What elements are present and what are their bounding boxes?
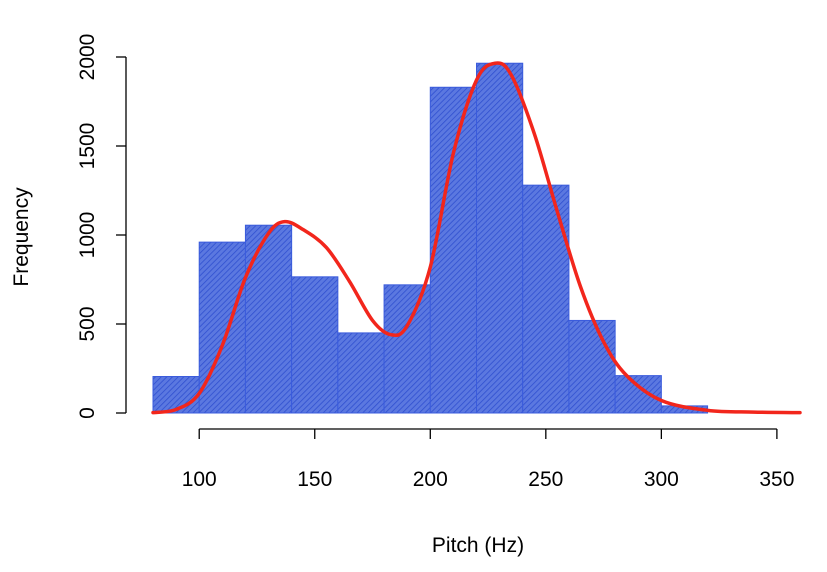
histogram-bar-240-260 [522,184,570,414]
histogram-bar-280-300 [614,375,662,414]
y-tick-label: 500 [76,306,99,341]
y-tick-label: 0 [76,407,99,419]
x-tick-label: 100 [182,468,217,491]
x-tick-label: 250 [528,468,563,491]
histogram-bar-180-200 [383,284,431,414]
histogram-bar-120-140 [244,224,293,414]
histogram-bars [152,62,709,414]
density-curve [151,61,802,415]
histogram-bar-260-280 [568,319,616,414]
y-tick-label: 1000 [76,212,99,259]
histogram-bar-80-100 [152,376,200,414]
x-tick-label: 350 [759,468,794,491]
y-axis: 0 500 1000 1500 2000 [76,34,127,419]
x-tick-label: 200 [413,468,448,491]
histogram-bar-160-180 [337,332,385,414]
x-tick-label: 300 [644,468,679,491]
y-tick-label: 2000 [76,34,99,81]
histogram-bar-200-220 [429,86,477,414]
y-tick-label: 1500 [76,123,99,170]
x-axis: 100 150 200 250 300 350 [182,428,794,491]
x-axis-label: Pitch (Hz) [432,534,524,557]
histogram-bar-100-120 [198,241,246,414]
y-axis-label: Frequency [10,187,33,287]
histogram-bar-220-240 [476,62,524,414]
x-tick-label: 150 [297,468,332,491]
histogram-bar-140-160 [291,276,339,414]
